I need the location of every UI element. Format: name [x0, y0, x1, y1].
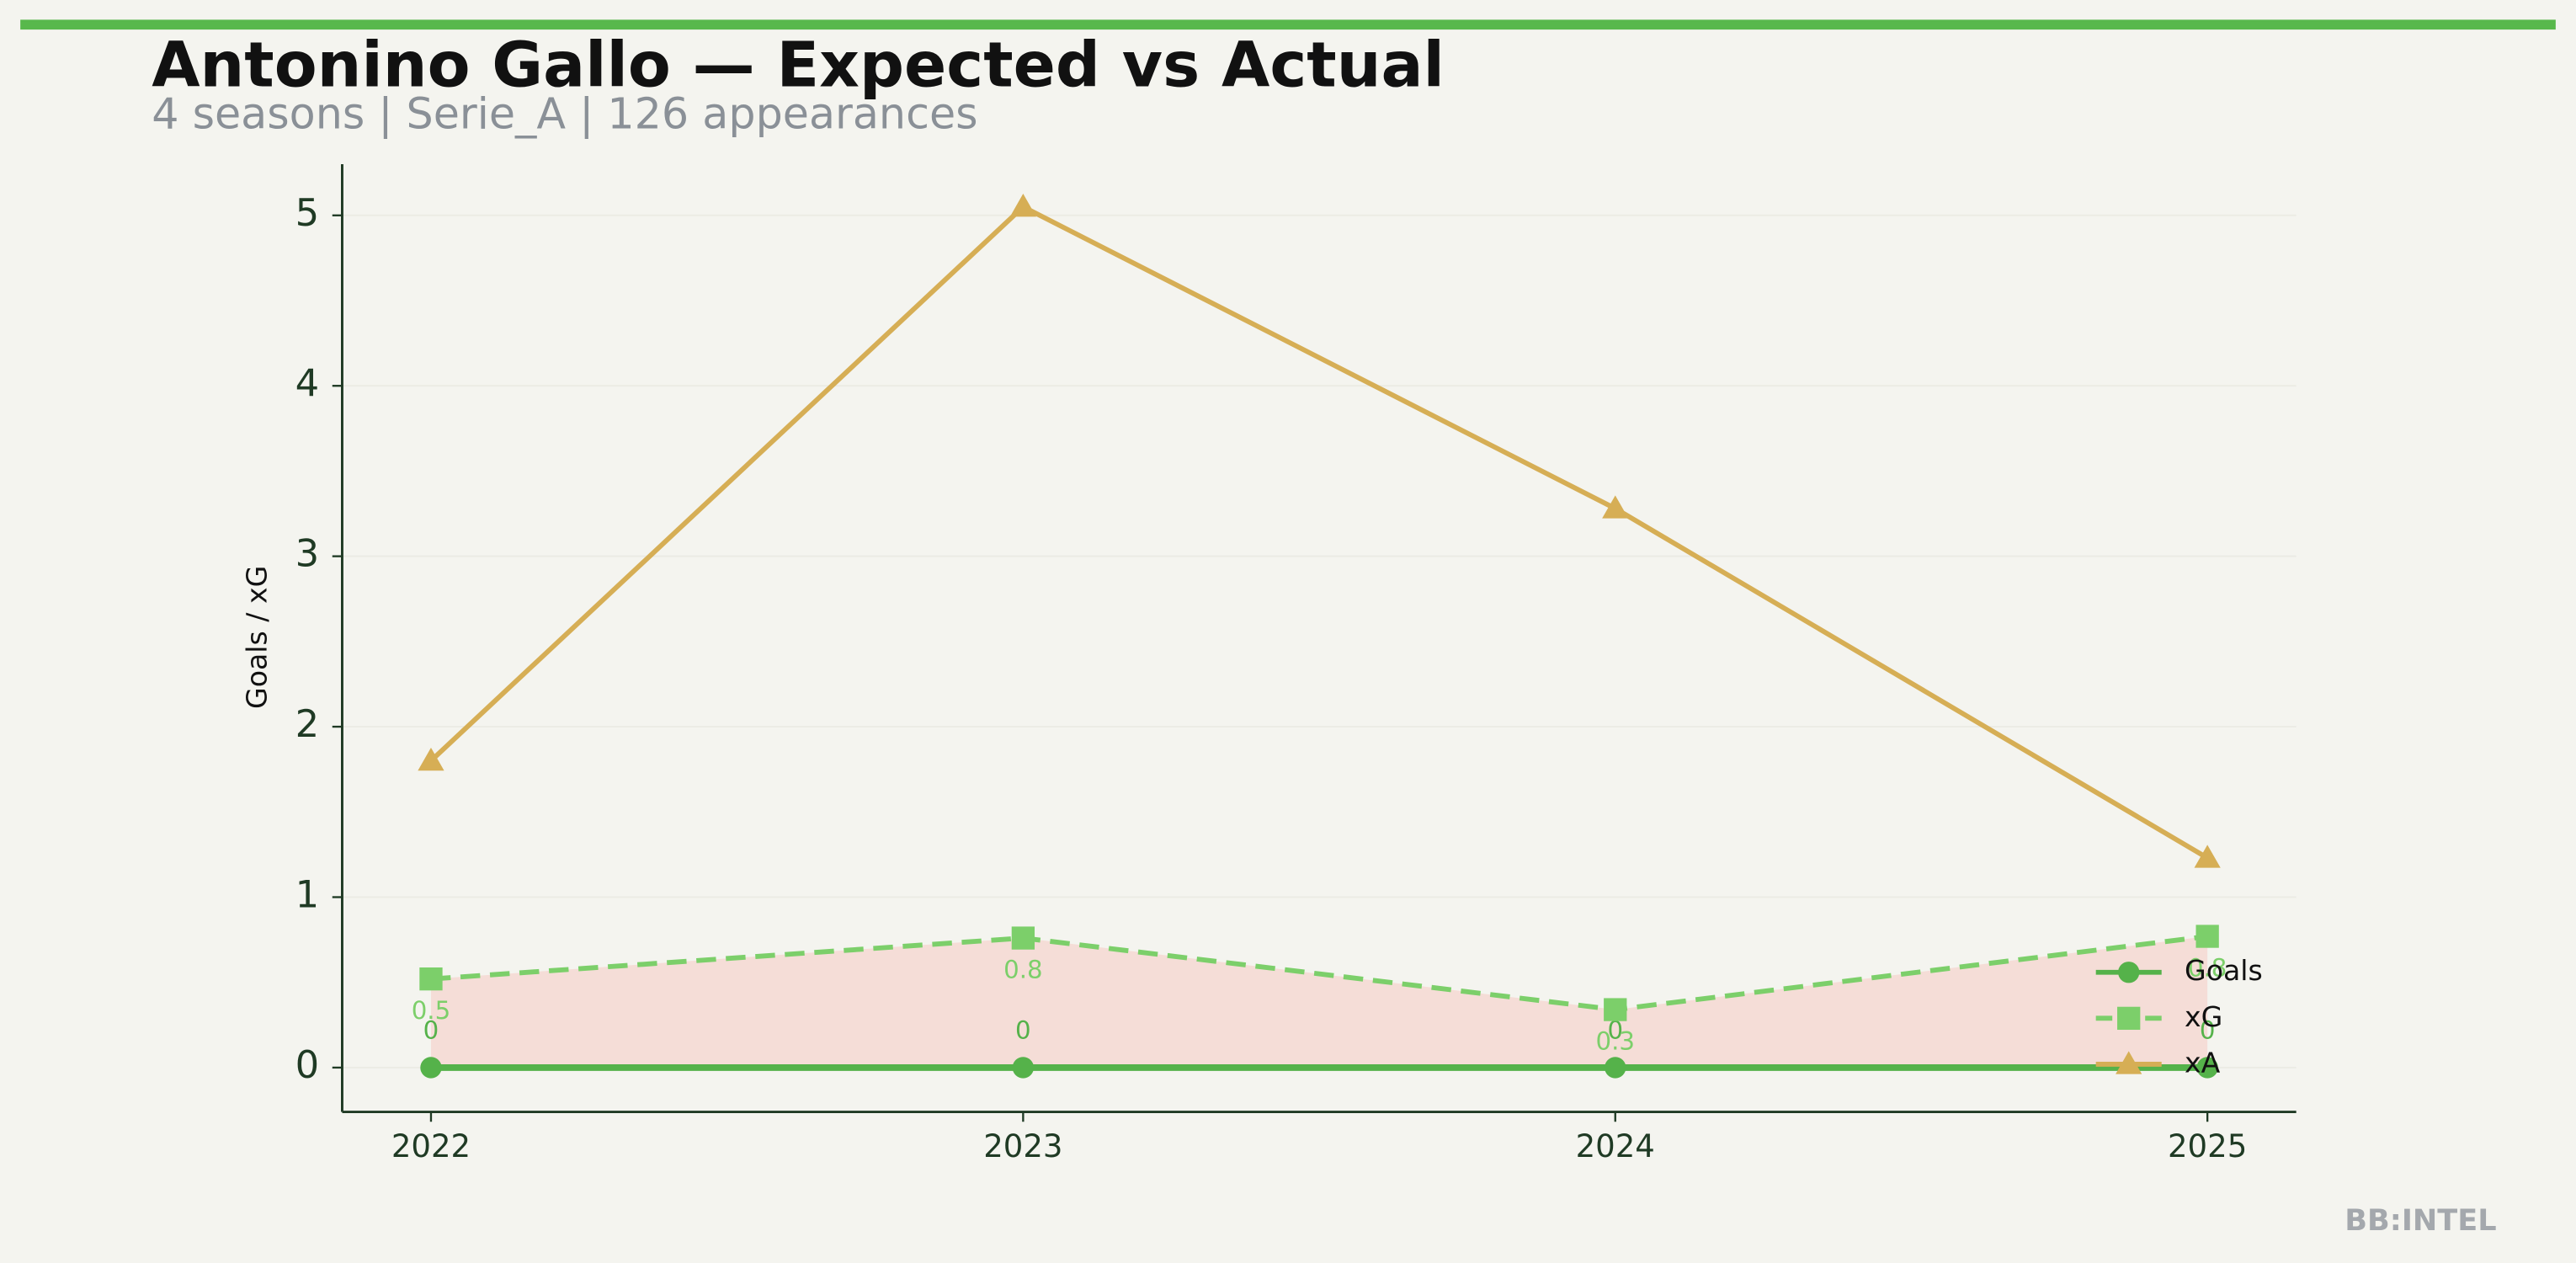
data-label: 0: [1015, 1016, 1031, 1045]
data-label: 0: [1607, 1016, 1623, 1045]
marker: [2194, 845, 2221, 868]
y-axis-label: Goals / xG: [240, 566, 273, 709]
legend-label: Goals: [2185, 954, 2263, 987]
y-tick-label: 3: [295, 531, 320, 576]
marker: [1009, 194, 1036, 217]
y-tick-label: 4: [295, 360, 320, 405]
series-line: [428, 204, 2209, 861]
y-tick-label: 0: [295, 1042, 320, 1087]
y-tick-label: 1: [295, 871, 320, 916]
y-tick-label: 2: [295, 701, 320, 746]
marker: [2118, 962, 2140, 983]
accent-bar: [20, 19, 2556, 30]
x-tick-label: 2022: [391, 1128, 471, 1164]
data-label: 0: [2200, 1016, 2216, 1045]
chart-subtitle: 4 seasons | Serie_A | 126 appearances: [152, 88, 977, 139]
x-tick-label: 2024: [1576, 1128, 1655, 1164]
marker: [1012, 1057, 1035, 1079]
data-label: 0: [423, 1016, 439, 1045]
marker: [1602, 495, 1629, 519]
chart-title: Antonino Gallo — Expected vs Actual: [152, 29, 1445, 101]
marker: [1011, 926, 1035, 950]
x-tick-label: 2025: [2168, 1128, 2247, 1164]
data-label: 0.5: [412, 996, 451, 1025]
marker: [2195, 925, 2219, 948]
series-line: [430, 934, 2208, 1013]
marker: [2117, 1006, 2141, 1031]
marker: [2116, 1051, 2142, 1074]
x-tick-label: 2023: [983, 1128, 1062, 1164]
marker: [1604, 998, 1627, 1021]
legend-label: xG: [2185, 1000, 2222, 1033]
marker: [2196, 1057, 2218, 1079]
data-label: 0.3: [1595, 1027, 1635, 1056]
marker: [419, 967, 443, 991]
shade: [430, 936, 2208, 1068]
marker: [1605, 1057, 1626, 1079]
marker: [418, 747, 444, 771]
marker: [420, 1057, 442, 1079]
legend-label: xA: [2185, 1046, 2221, 1079]
data-label: 0.8: [2188, 954, 2227, 983]
data-label: 0.8: [1003, 956, 1043, 984]
watermark: BB:INTEL: [2344, 1203, 2496, 1238]
y-tick-label: 5: [295, 190, 320, 235]
